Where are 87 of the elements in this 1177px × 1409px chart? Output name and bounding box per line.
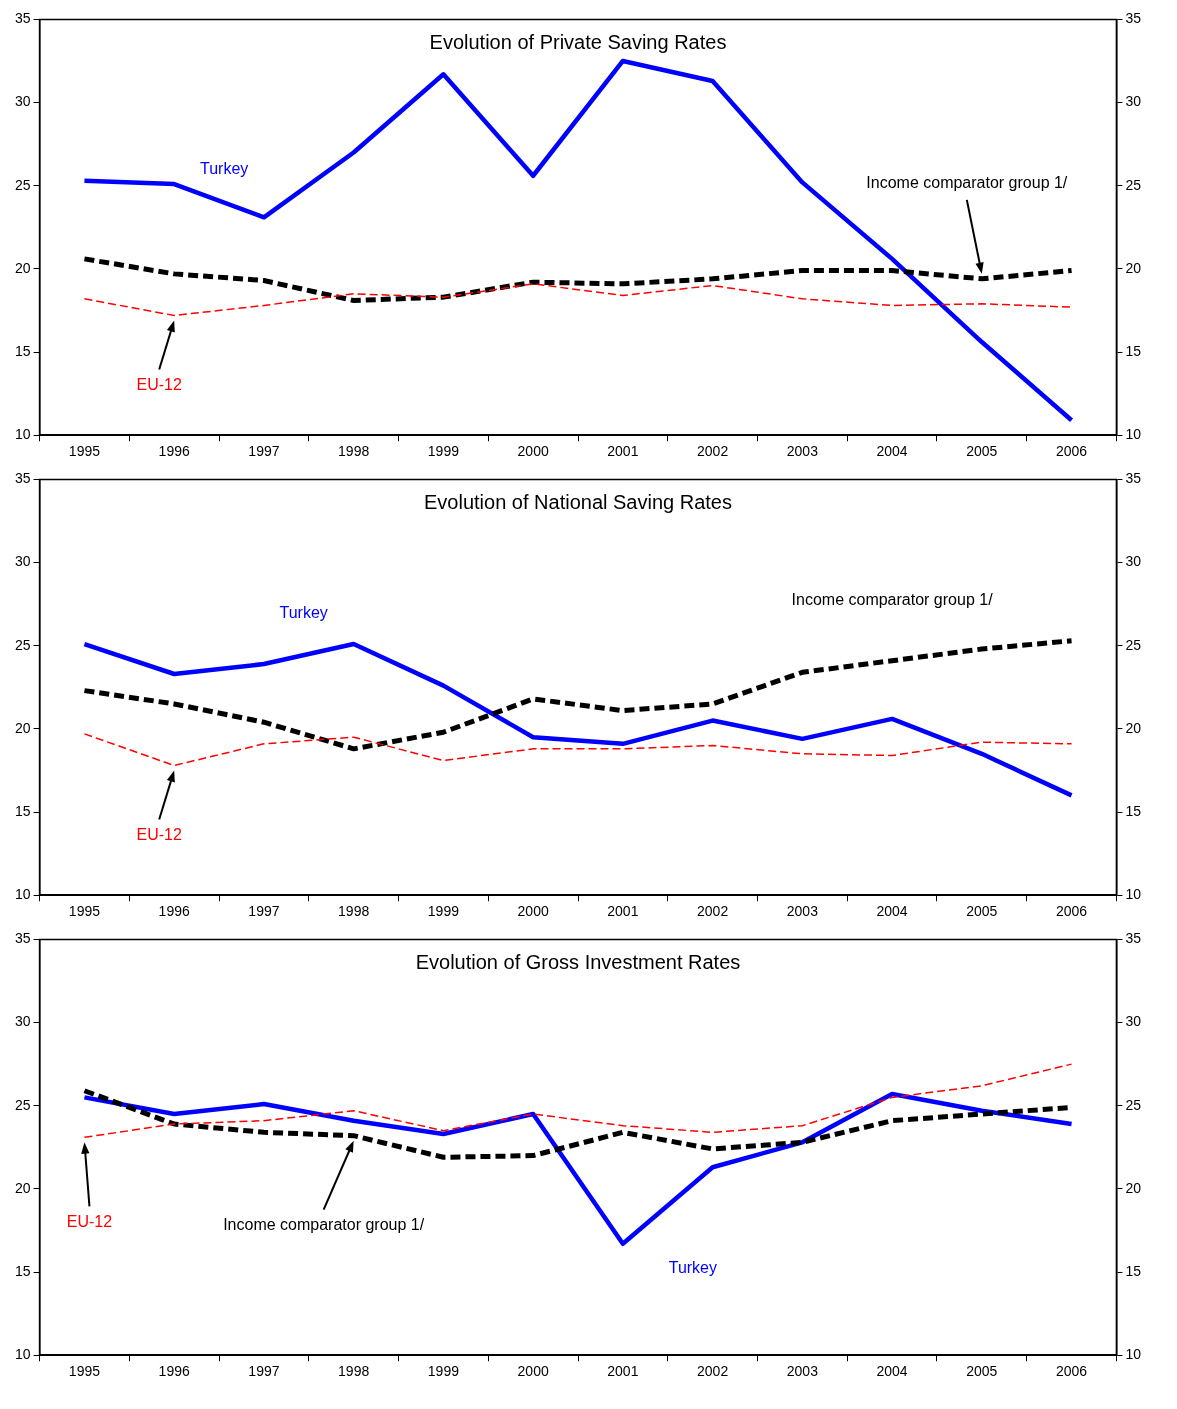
series-label: Turkey (279, 604, 328, 622)
y2-tick-label: 15 (1125, 1262, 1142, 1279)
x-tick-label: 2006 (1055, 443, 1088, 460)
x-tick-label: 2004 (876, 443, 908, 460)
y-tick-label: 25 (14, 176, 31, 193)
y-tick-label: 35 (14, 930, 31, 947)
line-series (83, 1063, 1073, 1139)
y2-tick-label: 30 (1125, 93, 1142, 110)
x-tick-label: 1997 (248, 1363, 280, 1380)
y2-tick-label: 15 (1125, 802, 1142, 819)
x-tick-label: 2004 (876, 903, 908, 920)
text: Evolution of National Saving Rates (424, 490, 732, 513)
x-tick-label: 2002 (697, 1363, 729, 1380)
y-tick-label: 30 (14, 93, 31, 110)
x-tick-label: 1998 (338, 903, 370, 920)
x-tick-label: 1996 (158, 903, 190, 920)
x-tick-label: 2003 (786, 443, 819, 460)
x-tick-label: 2000 (517, 443, 549, 460)
x-tick-label: 1996 (158, 1363, 190, 1380)
y2-tick-label: 35 (1125, 470, 1142, 487)
y-tick-label: 20 (14, 259, 31, 276)
y2-tick-label: 25 (1125, 1096, 1142, 1113)
x-tick-label: 1995 (68, 903, 101, 920)
y-tick-label: 15 (14, 1262, 31, 1279)
y-tick-label: 35 (14, 470, 31, 487)
text: Income comparator group 1/ (866, 174, 1068, 192)
y2-tick-label: 30 (1125, 553, 1142, 570)
x-tick-label: 1999 (427, 1363, 460, 1380)
line-series (83, 283, 1073, 317)
text: Income comparator group 1/ (791, 591, 994, 609)
x-tick-label: 1995 (68, 443, 101, 460)
x-tick-label: 2005 (966, 1363, 998, 1380)
x-tick-label: 1996 (158, 443, 190, 460)
y-tick-label: 20 (14, 1179, 31, 1196)
x-tick-label: 2001 (607, 903, 639, 920)
x-tick-label: 2001 (607, 443, 639, 460)
x-tick-label: 2006 (1055, 1363, 1088, 1380)
x-tick-label: 2005 (966, 443, 998, 460)
x-tick-label: 1995 (68, 1363, 101, 1380)
x-tick-label: 2003 (786, 1363, 819, 1380)
x-tick-label: 1999 (427, 443, 460, 460)
x-tick-label: 1997 (248, 443, 280, 460)
y-tick-label: 30 (14, 1013, 31, 1030)
x-tick-label: 2004 (876, 1363, 908, 1380)
y-tick-label: 30 (14, 553, 31, 570)
x-tick-label: 2003 (786, 903, 819, 920)
text: Income comparator group 1/ (223, 1216, 425, 1234)
y-tick-label: 10 (14, 1346, 31, 1363)
y-tick-label: 15 (14, 802, 31, 819)
x-tick-label: 2000 (517, 903, 549, 920)
y-tick-label: 35 (14, 10, 31, 27)
y-tick-label: 20 (14, 719, 31, 736)
x-tick-label: 1998 (338, 443, 370, 460)
y2-tick-label: 35 (1125, 930, 1142, 947)
text: EU-12 (136, 375, 182, 393)
x-tick-label: 2001 (607, 1363, 639, 1380)
y2-tick-label: 25 (1125, 636, 1142, 653)
x-tick-label: 1999 (427, 903, 460, 920)
text: EU-12 (66, 1212, 113, 1230)
x-tick-label: 2006 (1055, 903, 1088, 920)
y2-tick-label: 15 (1125, 342, 1142, 359)
series-label: Turkey (200, 160, 249, 178)
y-tick-label: 25 (14, 636, 31, 653)
x-tick-label: 1997 (248, 903, 280, 920)
text: EU-12 (136, 825, 182, 843)
y2-tick-label: 35 (1125, 10, 1142, 27)
x-tick-label: 2002 (697, 903, 729, 920)
x-tick-label: 2002 (697, 443, 729, 460)
y-tick-label: 10 (14, 886, 31, 903)
y2-tick-label: 25 (1125, 176, 1142, 193)
x-tick-label: 1998 (338, 1363, 370, 1380)
y-tick-label: 10 (14, 426, 31, 443)
line-series (83, 733, 1073, 767)
y-tick-label: 25 (14, 1096, 31, 1113)
y2-tick-label: 10 (1125, 426, 1142, 443)
y2-tick-label: 30 (1125, 1013, 1142, 1030)
y2-tick-label: 20 (1125, 1179, 1142, 1196)
y2-tick-label: 20 (1125, 719, 1142, 736)
x-tick-label: 2005 (966, 903, 998, 920)
text: Evolution of Private Saving Rates (429, 30, 727, 53)
y2-tick-label: 20 (1125, 259, 1142, 276)
x-tick-label: 2000 (517, 1363, 549, 1380)
y-tick-label: 15 (14, 342, 31, 359)
y2-tick-label: 10 (1125, 1346, 1142, 1363)
y2-tick-label: 10 (1125, 886, 1142, 903)
text: Evolution of Gross Investment Rates (415, 950, 741, 973)
text: Turkey (668, 1259, 718, 1277)
